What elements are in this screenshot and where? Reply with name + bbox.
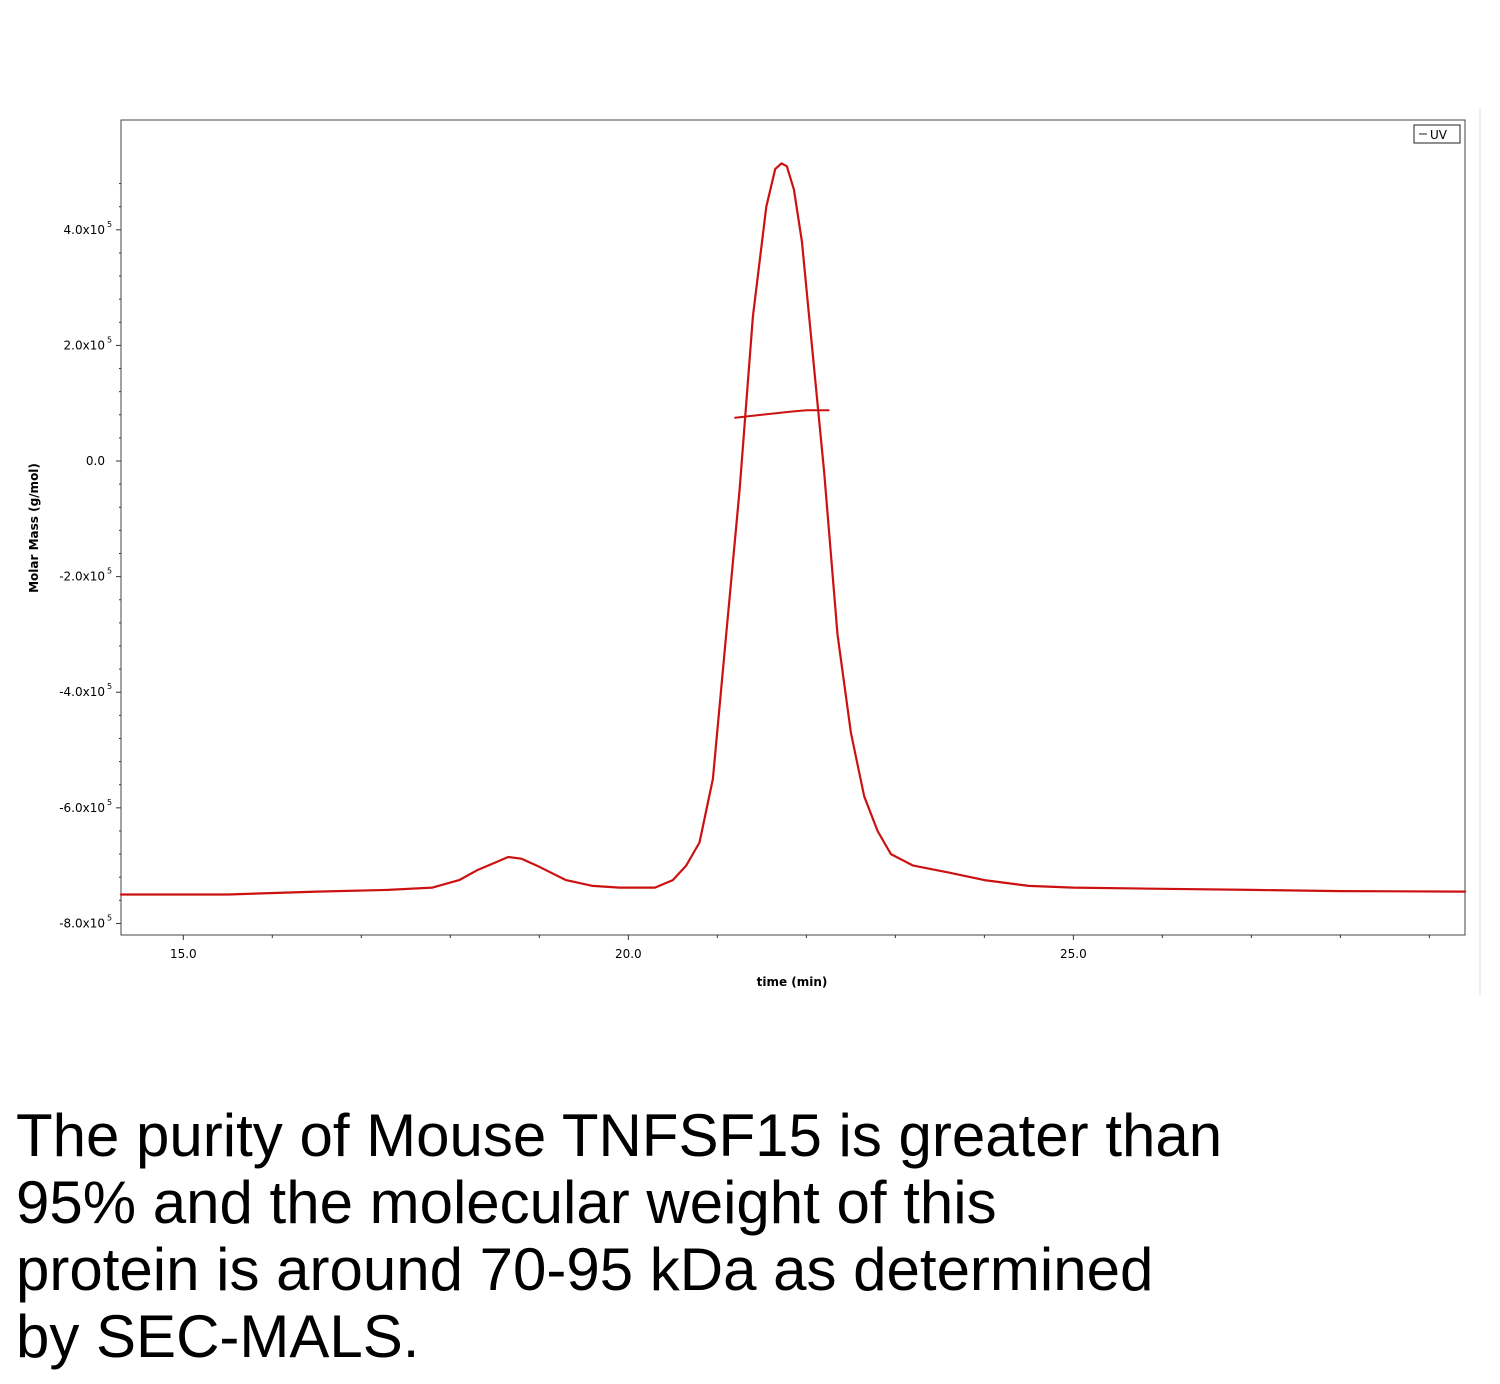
- x-tick-label: 15.0: [170, 947, 197, 961]
- x-tick-label: 20.0: [615, 947, 642, 961]
- y-tick-label: -2.0x10: [59, 570, 105, 584]
- x-axis: 15.0 20.0 25.0: [170, 935, 1430, 961]
- series-layer: [119, 162, 1467, 896]
- y-tick-label: 2.0x10: [64, 338, 105, 352]
- y-tick-label: -6.0x10: [59, 801, 105, 815]
- caption-line: by SEC-MALS.: [16, 1303, 420, 1370]
- y-tick-exponent: 5: [107, 798, 112, 807]
- legend-box: [1413, 124, 1461, 144]
- caption-line: protein is around 70-95 kDa as determine…: [16, 1236, 1154, 1303]
- uv-trace-line: [119, 162, 1467, 896]
- caption: The purity of Mouse TNFSF15 is greater t…: [16, 1102, 1476, 1370]
- y-tick-label: 0.0: [86, 454, 105, 468]
- x-tick-label: 25.0: [1060, 947, 1087, 961]
- y-tick-exponent: 5: [107, 220, 112, 229]
- y-tick-exponent: 5: [107, 913, 112, 922]
- molar-mass-line: [734, 409, 830, 419]
- y-tick-label: -8.0x10: [59, 916, 105, 930]
- chart: 4.0x10 52.0x10 50.0-2.0x10 5-4.0x10 5-6.0x10…: [27, 108, 1481, 995]
- plot-frame: [120, 119, 1466, 936]
- caption-line: The purity of Mouse TNFSF15 is greater t…: [16, 1102, 1223, 1169]
- y-tick-label: -4.0x10: [59, 685, 105, 699]
- x-axis-title: time (min): [757, 975, 828, 989]
- y-tick-label: 4.0x10: [64, 223, 105, 237]
- y-axis: 4.0x10 52.0x10 50.0-2.0x10 5-4.0x10 5-6.0x10…: [59, 183, 121, 930]
- y-tick-exponent: 5: [107, 567, 112, 576]
- legend-label: UV: [1430, 128, 1448, 142]
- y-tick-exponent: 5: [107, 335, 112, 344]
- y-axis-title: Molar Mass (g/mol): [27, 463, 41, 593]
- caption-line: 95% and the molecular weight of this: [16, 1169, 997, 1236]
- legend: UV: [1413, 124, 1461, 144]
- y-tick-exponent: 5: [107, 682, 112, 691]
